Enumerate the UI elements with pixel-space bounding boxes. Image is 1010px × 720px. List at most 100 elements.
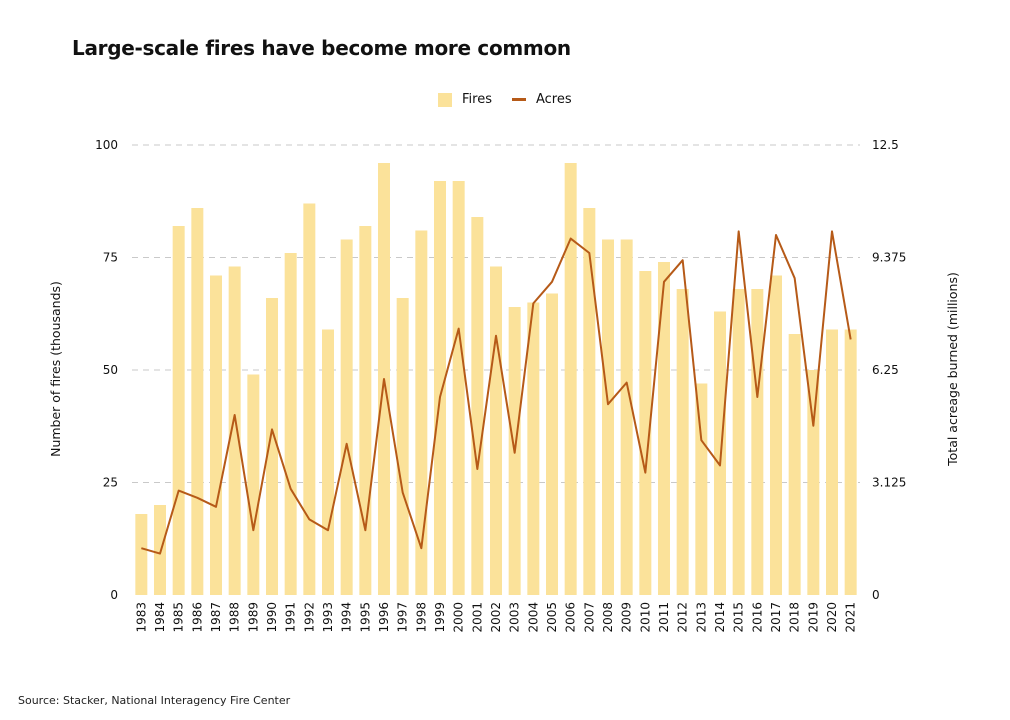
line-series-acres — [141, 230, 852, 555]
bar-fires-1993 — [322, 329, 334, 595]
bar-fires-1990 — [266, 298, 278, 595]
bar-fires-2011 — [658, 262, 670, 595]
x-tick-label: 1989 — [246, 602, 260, 633]
x-tick-label: 2009 — [620, 602, 634, 633]
bar-fires-2005 — [546, 293, 558, 595]
x-tick-label: 1992 — [302, 602, 316, 633]
x-tick-label: 2019 — [806, 602, 820, 633]
x-tick-label: 2018 — [788, 602, 802, 633]
legend-label-acres: Acres — [536, 92, 572, 107]
x-tick-label: 2011 — [657, 602, 671, 633]
bar-series-fires — [135, 163, 857, 595]
y-tick-right: 3.125 — [872, 476, 906, 490]
x-tick-label: 2012 — [676, 602, 690, 633]
bar-fires-2001 — [471, 217, 484, 595]
bar-fires-2007 — [583, 208, 596, 595]
x-tick-label: 1996 — [377, 602, 391, 633]
y-axis-right-ticks: 0 3.125 6.25 9.375 12.5 — [872, 138, 906, 602]
x-tick-label: 1983 — [134, 602, 148, 633]
bar-fires-1983 — [135, 514, 148, 595]
legend-item-fires: Fires — [438, 92, 492, 107]
y-tick-right: 6.25 — [872, 363, 899, 377]
x-tick-label: 1995 — [358, 602, 372, 633]
bar-fires-1998 — [415, 230, 428, 595]
x-tick-label: 2003 — [508, 602, 522, 633]
bar-fires-1995 — [359, 226, 372, 595]
x-tick-label: 1994 — [340, 602, 354, 633]
y-axis-left-title: Number of fires (thousands) — [48, 281, 63, 457]
x-tick-label: 2007 — [582, 602, 596, 633]
bar-fires-1985 — [172, 226, 185, 595]
x-tick-label: 1993 — [321, 602, 335, 633]
bar-fires-1986 — [191, 208, 204, 595]
y-tick-left: 0 — [110, 588, 118, 602]
y-tick-left: 75 — [103, 251, 118, 265]
x-tick-label: 2016 — [750, 602, 764, 633]
x-tick-label: 2020 — [825, 602, 839, 633]
x-tick-label: 2014 — [713, 602, 727, 633]
bar-fires-2002 — [490, 266, 502, 595]
x-tick-label: 1985 — [172, 602, 186, 633]
x-tick-label: 2010 — [638, 602, 652, 633]
y-tick-left: 25 — [103, 476, 118, 490]
bar-fires-1997 — [396, 298, 409, 595]
bar-fires-2019 — [807, 370, 820, 595]
y-axis-left-ticks: 0 25 50 75 100 — [95, 138, 118, 602]
x-tick-label: 2000 — [452, 602, 466, 633]
legend-item-acres: Acres — [512, 92, 572, 107]
bar-fires-2013 — [695, 383, 708, 595]
bar-fires-1989 — [247, 374, 260, 595]
bar-fires-1988 — [228, 266, 241, 595]
bar-fires-2008 — [602, 239, 614, 595]
x-axis-ticks: 1983 1984 1985 1986 1987 1988 1989 1990 1991 1992… — [134, 602, 857, 633]
bar-fires-2015 — [732, 289, 745, 595]
bar-fires-2017 — [770, 275, 782, 595]
bar-fires-2009 — [620, 239, 633, 595]
bar-fires-2004 — [527, 302, 540, 595]
bar-fires-2016 — [751, 289, 764, 595]
x-tick-label: 1999 — [433, 602, 447, 633]
y-tick-right: 9.375 — [872, 251, 906, 265]
x-tick-label: 2021 — [844, 602, 858, 633]
x-tick-label: 1991 — [284, 602, 298, 633]
x-tick-label: 1988 — [228, 602, 242, 633]
y-tick-right: 0 — [872, 588, 880, 602]
y-axis-right-title: Total acreage burned (millions) — [945, 272, 960, 467]
bar-fires-2021 — [844, 329, 857, 595]
bar-fires-1991 — [284, 253, 297, 595]
bar-fires-1984 — [154, 505, 166, 595]
legend: Fires Acres — [0, 92, 1010, 112]
bar-fires-2000 — [452, 181, 465, 595]
x-tick-label: 2002 — [489, 602, 503, 633]
bar-fires-2010 — [639, 271, 652, 595]
legend-swatch-acres — [512, 98, 526, 101]
x-tick-label: 2008 — [601, 602, 615, 633]
bar-fires-1992 — [303, 203, 316, 595]
bar-fires-1994 — [340, 239, 353, 595]
x-tick-label: 1997 — [396, 602, 410, 633]
y-tick-left: 100 — [95, 138, 118, 152]
bar-fires-2012 — [676, 289, 689, 595]
x-tick-label: 2006 — [564, 602, 578, 633]
x-tick-label: 1990 — [265, 602, 279, 633]
x-tick-label: 1998 — [414, 602, 428, 633]
x-tick-label: 2013 — [694, 602, 708, 633]
x-tick-label: 1984 — [153, 602, 167, 633]
x-tick-label: 2001 — [470, 602, 484, 633]
y-tick-right: 12.5 — [872, 138, 899, 152]
y-tick-left: 50 — [103, 363, 118, 377]
legend-label-fires: Fires — [462, 92, 492, 107]
bar-fires-1999 — [434, 181, 446, 595]
x-tick-label: 2004 — [526, 602, 540, 633]
bar-fires-2018 — [788, 334, 801, 595]
chart-title: Large-scale fires have become more commo… — [72, 36, 571, 60]
x-tick-label: 2015 — [732, 602, 746, 633]
bar-fires-1987 — [210, 275, 222, 595]
x-tick-label: 1987 — [209, 602, 223, 633]
legend-swatch-fires — [438, 92, 452, 107]
bar-fires-2006 — [564, 163, 577, 595]
bar-fires-2020 — [826, 329, 838, 595]
x-tick-label: 1986 — [190, 602, 204, 633]
x-tick-label: 2005 — [545, 602, 559, 633]
